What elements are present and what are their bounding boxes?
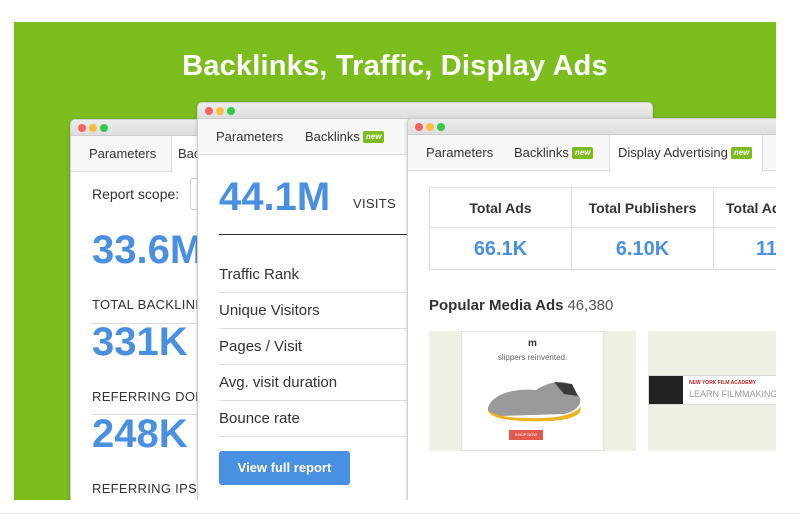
divider [219,328,411,329]
divider [219,234,411,235]
headline: Backlinks, Traffic, Display Ads [182,50,608,82]
stat-header: Total Ads [430,188,571,228]
stat-value: 11 [756,238,776,260]
ad-banner-image [649,376,683,404]
ad-banner-subtitle: LEARN FILMMAKING [689,389,776,399]
divider [92,414,259,415]
stat-value: 6.10K [615,238,670,260]
report-scope-label: Report scope: [92,186,180,202]
view-full-report-button[interactable]: View full report [219,451,350,485]
tab-backlinks[interactable]: Backlinks new [514,135,594,171]
referring-ips-value: 248K [92,412,188,456]
metric-traffic-rank: Traffic Rank [219,266,300,283]
maximize-icon[interactable] [437,123,445,131]
minimize-icon[interactable] [216,107,224,115]
tab-parameters[interactable]: Parameters [89,146,157,161]
ad-banner: NEW YORK FILM ACADEMY LEARN FILMMAKING [648,375,776,405]
metric-bounce-rate: Bounce rate [219,410,300,427]
divider [0,513,800,514]
stat-value: 66.1K [473,238,528,260]
media-ad-card[interactable]: m slippers reinvented. SHOP NOW [429,331,636,451]
new-badge: new [362,131,385,143]
metric-unique-visitors: Unique Visitors [219,302,320,319]
divider [219,400,411,401]
divider [219,436,411,437]
referring-domains-value: 331K [92,320,188,364]
slipper-image [487,382,581,422]
ad-stats-table: Total Ads 66.1K Total Publishers 6.10K T… [429,187,776,270]
close-icon[interactable] [205,107,213,115]
stat-total-publishers: Total Publishers 6.10K [572,188,714,269]
tab-backlinks-label: Backlinks [514,145,569,160]
divider [219,292,411,293]
tab-parameters[interactable]: Parameters [426,145,494,160]
tab-backlinks[interactable]: Backlinks new [305,119,385,155]
maximize-icon[interactable] [227,107,235,115]
minimize-icon[interactable] [89,124,97,132]
popular-media-ads-title: Popular Media Ads [429,297,564,314]
tab-parameters[interactable]: Parameters [216,129,284,144]
tab-backlinks-label: Backlinks [305,129,360,144]
tab-display-advertising-label: Display Advertising [618,145,728,160]
divider [219,364,411,365]
ad-creative: m slippers reinvented. SHOP NOW [461,331,604,451]
total-backlinks-value: 33.6M [92,228,204,272]
referring-domains-label: REFERRING DOM [92,389,207,404]
stat-total-advertisers: Total Ad 11 [714,188,776,269]
ad-banner-title: NEW YORK FILM ACADEMY [689,380,756,386]
titlebar [198,103,652,119]
display-ads-window: Parameters Backlinks new Display Advertis… [407,118,776,500]
new-badge: new [730,147,753,159]
divider [92,323,259,324]
visits-value: 44.1M [219,175,331,219]
stat-total-ads: Total Ads 66.1K [430,188,572,269]
ad-tagline: slippers reinvented. [497,353,568,362]
metric-avg-visit-duration: Avg. visit duration [219,374,338,391]
new-badge: new [571,147,594,159]
minimize-icon[interactable] [426,123,434,131]
referring-ips-label: REFERRING IPS [92,481,198,496]
ad-logo: m [528,338,537,349]
close-icon[interactable] [415,123,423,131]
metric-pages-per-visit: Pages / Visit [219,338,303,355]
popular-media-ads-heading: Popular Media Ads 46,380 [429,297,613,314]
stat-header: Total Ad [714,188,776,228]
close-icon[interactable] [78,124,86,132]
visits-label: VISITS [353,196,396,211]
titlebar [408,119,776,135]
popular-media-ads-count: 46,380 [567,297,614,314]
tab-display-advertising[interactable]: Display Advertising new [609,135,763,172]
media-ad-card[interactable]: NEW YORK FILM ACADEMY LEARN FILMMAKING [648,331,776,451]
total-backlinks-label: TOTAL BACKLINK [92,297,205,312]
tab-bar: Parameters Backlinks new Display Advertis… [408,135,776,172]
maximize-icon[interactable] [100,124,108,132]
promo-banner: Backlinks, Traffic, Display Ads Paramete… [14,22,776,500]
ad-shop-button: SHOP NOW [509,430,543,440]
stat-header: Total Publishers [572,188,713,228]
